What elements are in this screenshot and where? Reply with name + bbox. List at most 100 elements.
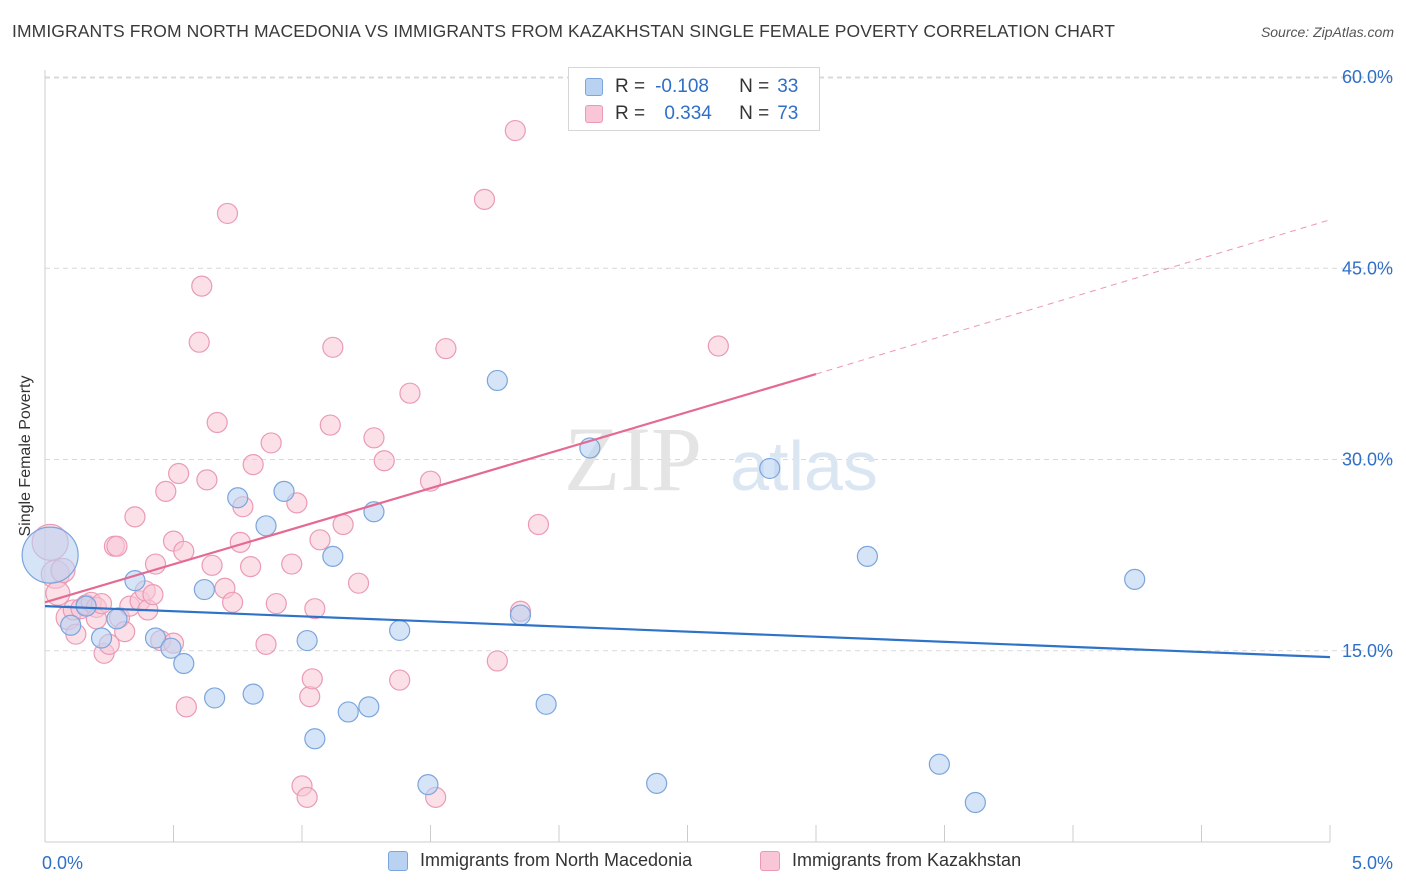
north-macedonia-point xyxy=(90,627,113,649)
source-label: Source: ZipAtlas.com xyxy=(1260,24,1394,40)
kazakhstan-point xyxy=(222,591,244,613)
chart-title: IMMIGRANTS FROM NORTH MACEDONIA VS IMMIG… xyxy=(12,21,1116,41)
north-macedonia-point xyxy=(160,637,182,659)
north-macedonia-point xyxy=(337,701,359,723)
y-tick-label: 30.0% xyxy=(1342,450,1393,470)
legend-label-kazakhstan: Immigrants from Kazakhstan xyxy=(792,850,1022,870)
north-macedonia-point xyxy=(144,627,167,649)
north-macedonia-point xyxy=(255,515,277,537)
north-macedonia-point xyxy=(273,480,295,502)
kazakhstan-point xyxy=(347,572,370,594)
legend-swatch-blue xyxy=(388,850,408,871)
kazakhstan-point xyxy=(363,427,385,449)
north-macedonia-point xyxy=(227,487,249,509)
legend-swatch-blue xyxy=(585,78,603,96)
kazakhstan-point xyxy=(373,450,395,472)
north-macedonia-point xyxy=(646,772,668,794)
legend-swatch-pink xyxy=(760,850,780,871)
kazakhstan-point xyxy=(527,513,550,536)
north-macedonia-point xyxy=(509,604,532,626)
north-macedonia-point xyxy=(322,545,344,568)
kazakhstan-point xyxy=(168,462,190,485)
north-macedonia-point xyxy=(296,629,318,652)
north-macedonia-point xyxy=(535,693,557,715)
kazakhstan-point xyxy=(389,669,411,691)
kazakhstan-point xyxy=(155,480,177,502)
north-macedonia-point xyxy=(124,570,146,592)
north-macedonia-trend-line xyxy=(44,605,1331,659)
kazakhstan-point xyxy=(201,554,223,576)
legend-r-label: R = xyxy=(615,76,646,97)
y-tick-label: 15.0% xyxy=(1342,641,1393,661)
axes xyxy=(44,70,1331,843)
y-axis-label: Single Female Poverty xyxy=(17,375,34,537)
trend-lines xyxy=(44,219,1331,659)
north-macedonia-point xyxy=(358,696,380,718)
kazakhstan-point xyxy=(281,553,303,575)
legend-row-north-macedonia: R = -0.108 N = 33 xyxy=(585,74,798,100)
north-macedonia-point xyxy=(486,369,508,392)
kazakhstan-point xyxy=(301,668,323,690)
legend-item-north-macedonia: Immigrants from North Macedonia xyxy=(388,850,692,871)
legend-r-value: 0.334 xyxy=(664,103,712,124)
legend-item-kazakhstan: Immigrants from Kazakhstan xyxy=(760,850,1021,871)
north-macedonia-point xyxy=(759,457,781,480)
kazakhstan-point xyxy=(142,584,164,606)
watermark: ZIP atlas xyxy=(564,408,878,510)
y-tick-label: 45.0% xyxy=(1342,258,1393,278)
series-legend: Immigrants from North Macedonia Immigran… xyxy=(0,850,1406,878)
kazakhstan-point xyxy=(707,335,729,357)
legend-r-label: R = xyxy=(615,103,646,124)
kazakhstan-point xyxy=(240,555,262,578)
kazakhstan-point xyxy=(399,382,421,404)
kazakhstan-point xyxy=(216,202,239,225)
kazakhstan-point xyxy=(299,686,321,708)
kazakhstan-point xyxy=(332,513,354,536)
kazakhstan-point xyxy=(206,411,228,434)
kazakhstan-trend-line xyxy=(44,373,817,604)
north-macedonia-point xyxy=(928,753,950,775)
kazakhstan-point xyxy=(473,188,496,210)
north-macedonia-point xyxy=(964,791,986,814)
north-macedonia-points xyxy=(21,369,1146,814)
legend-r-value: -0.108 xyxy=(655,76,709,97)
kazakhstan-point xyxy=(191,275,213,297)
kazakhstan-point xyxy=(188,331,210,353)
north-macedonia-point xyxy=(173,652,195,675)
legend-row-kazakhstan: R = 0.334 N = 73 xyxy=(585,101,798,127)
kazakhstan-point xyxy=(309,529,331,551)
x-tick-labels: 0.0% 5.0% xyxy=(42,853,1393,873)
kazakhstan-point xyxy=(175,696,197,718)
kazakhstan-point xyxy=(435,337,457,360)
kazakhstan-point xyxy=(260,432,282,454)
kazakhstan-point xyxy=(196,469,218,491)
legend-n-value: 73 xyxy=(777,103,799,124)
legend-swatch-pink xyxy=(585,105,603,123)
kazakhstan-point xyxy=(242,454,264,476)
north-macedonia-point xyxy=(75,595,97,617)
kazakhstan-point xyxy=(486,650,508,672)
kazakhstan-point xyxy=(304,598,326,620)
correlation-legend: R = -0.108 N = 33 R = 0.334 N = 73 xyxy=(568,67,820,131)
north-macedonia-point xyxy=(193,578,215,601)
kazakhstan-point xyxy=(106,535,128,557)
north-macedonia-point xyxy=(417,774,439,796)
legend-n-label: N = xyxy=(739,103,770,124)
kazakhstan-point xyxy=(124,506,146,528)
watermark-zip: ZIP xyxy=(564,408,702,510)
x-tick-label: 0.0% xyxy=(42,853,83,873)
north-macedonia-point xyxy=(389,619,411,641)
kazakhstan-point xyxy=(322,336,344,358)
legend-n-value: 33 xyxy=(777,76,799,97)
kazakhstan-point xyxy=(296,786,318,808)
north-macedonia-point xyxy=(242,683,264,705)
north-macedonia-point xyxy=(1124,568,1146,590)
y-tick-label: 60.0% xyxy=(1342,67,1393,87)
kazakhstan-point xyxy=(265,592,287,615)
north-macedonia-point xyxy=(106,608,128,630)
kazakhstan-point xyxy=(504,119,526,142)
north-macedonia-point xyxy=(21,526,79,584)
legend-n-label: N = xyxy=(739,76,770,97)
north-macedonia-point xyxy=(304,728,326,750)
